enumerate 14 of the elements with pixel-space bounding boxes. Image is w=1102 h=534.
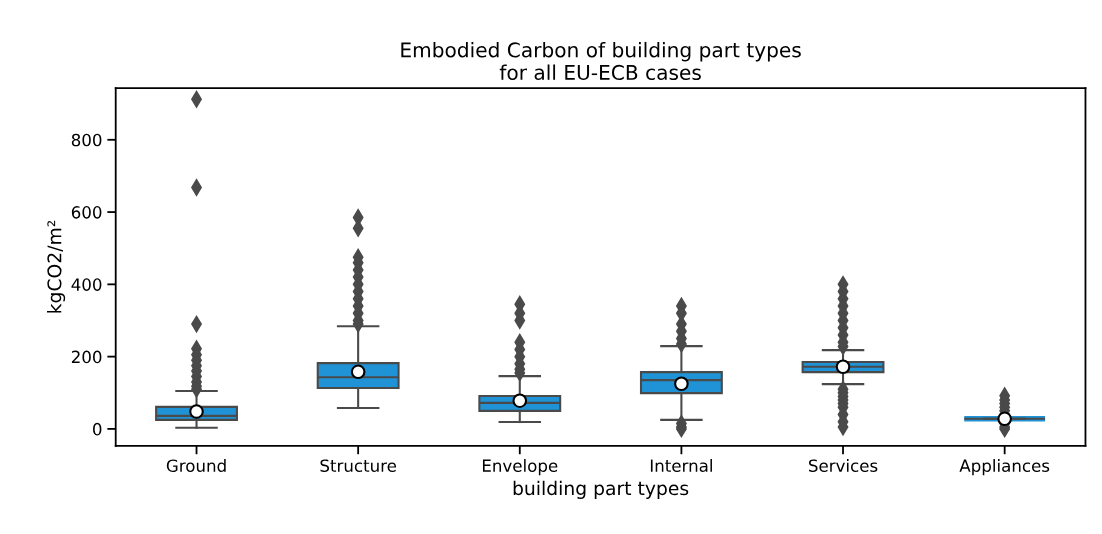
x-tick-label: Appliances <box>959 459 1050 476</box>
y-tick-label: 0 <box>93 422 102 436</box>
x-tick-label: Ground <box>166 459 226 472</box>
y-tick-label: 400 <box>71 278 102 291</box>
y-axis-title: kgCO2/m² <box>47 220 66 313</box>
x-tick-label: Envelope <box>482 459 558 476</box>
x-tick-label: Internal <box>650 459 712 472</box>
chart-title: Embodied Carbon of building part types for all EU-ECB cases <box>401 41 801 81</box>
y-tick-label: 800 <box>71 133 102 147</box>
x-tick-label: Structure <box>320 459 397 472</box>
y-tick-label: 200 <box>71 350 102 364</box>
x-tick-label: Services <box>808 459 878 472</box>
x-axis-title: building part types <box>513 480 689 499</box>
y-tick-label: 600 <box>71 206 102 219</box>
